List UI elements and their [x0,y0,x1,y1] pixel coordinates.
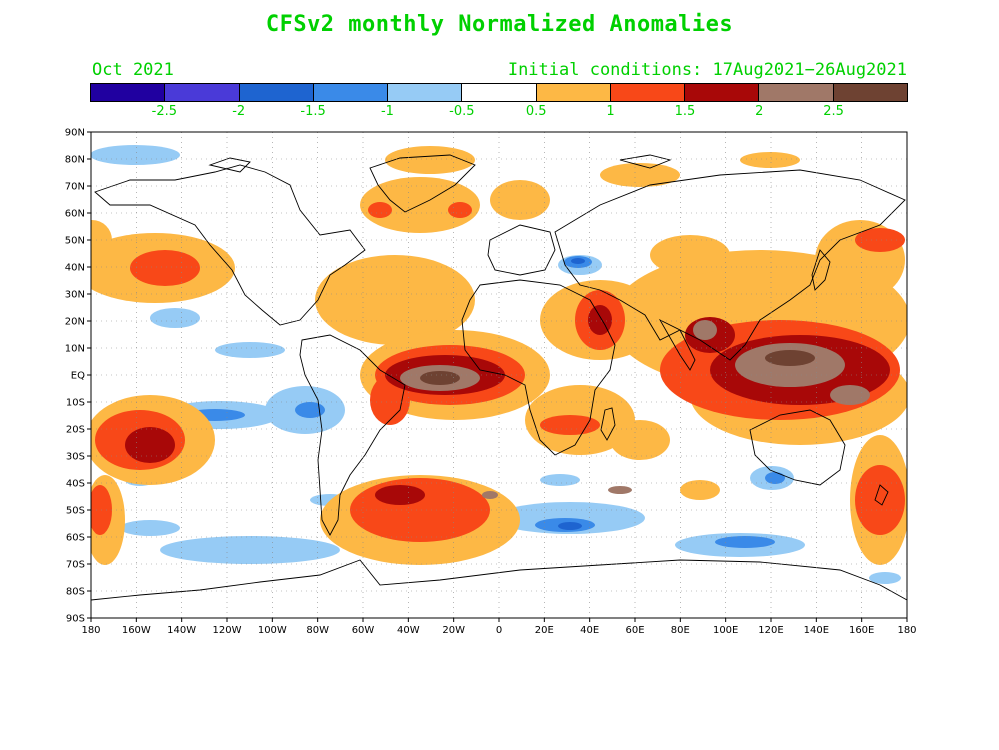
colorbar-segment [313,84,389,101]
forecast-month: Oct 2021 [92,60,174,80]
lon-label: 80E [671,625,690,636]
colorbar [90,83,908,102]
graticule [91,132,907,618]
lon-label: 100E [713,625,738,636]
colorbar-segment [165,84,240,101]
lat-label: 70N [65,182,85,193]
colorbar-segment [462,84,537,101]
chart-title: CFSv2 monthly Normalized Anomalies [265,12,734,37]
lat-label: 90S [66,614,85,625]
lat-label: 50N [65,236,85,247]
lon-label: 0 [496,625,502,636]
colorbar-label: 2 [755,104,764,119]
axis-ticks: 90N 80N 70N 60N 50N 40N 30N 20N 10N EQ 10S 20S 30S 40… [65,128,917,637]
coastlines [91,154,907,601]
lon-label: 20E [535,625,554,636]
lon-label: 100W [258,625,287,636]
lat-label: 80S [66,587,85,598]
lat-label: 40S [66,479,85,490]
lon-label: 160E [849,625,874,636]
lon-label: 140W [167,625,196,636]
lat-label: 80N [65,155,85,166]
lat-label: EQ [71,371,85,382]
colorbar-label: 1.5 [674,104,696,119]
colorbar-segment [759,84,834,101]
lat-label: 90N [65,128,85,139]
lat-label: 70S [66,560,85,571]
colorbar-label: 0.5 [525,104,547,119]
colorbar-label: -2 [232,104,246,119]
lon-label: 60E [625,625,644,636]
colorbar-label: 1 [606,104,615,119]
lon-label: 40W [397,625,420,636]
lat-label: 30N [65,290,85,301]
colorbar-label: -1 [380,104,394,119]
anomaly-field [91,145,907,601]
initial-conditions: Initial conditions: 17Aug2021−26Aug2021 [507,60,907,80]
lon-label: 180 [897,625,916,636]
lat-label: 10S [66,398,85,409]
lat-label: 60S [66,533,85,544]
lon-label: 80W [306,625,329,636]
lon-label: 20W [442,625,465,636]
lon-label: 160W [122,625,151,636]
colorbar-segment [536,84,611,101]
lon-label: 60W [352,625,375,636]
lon-label: 120W [213,625,242,636]
lat-label: 50S [66,506,85,517]
colorbar-label: 2.5 [823,104,844,119]
lon-label: 140E [804,625,829,636]
colorbar-label: -1.5 [300,104,326,119]
colorbar-label: -2.5 [151,104,178,119]
lat-label: 20S [66,425,85,436]
colorbar-segment [388,84,463,101]
lat-label: 30S [66,452,85,463]
lat-label: 10N [65,344,85,355]
lat-label: 60N [65,209,85,220]
colorbar-label: -0.5 [449,104,475,119]
lat-label: 40N [65,263,85,274]
lon-label: 180 [81,625,100,636]
colorbar-segment [239,84,314,101]
lat-label: 20N [65,317,85,328]
colorbar-segment [685,84,760,101]
lon-label: 120E [758,625,783,636]
colorbar-segment [833,84,907,101]
lon-label: 40E [580,625,599,636]
colorbar-segment [91,84,166,101]
colorbar-segment [610,84,686,101]
